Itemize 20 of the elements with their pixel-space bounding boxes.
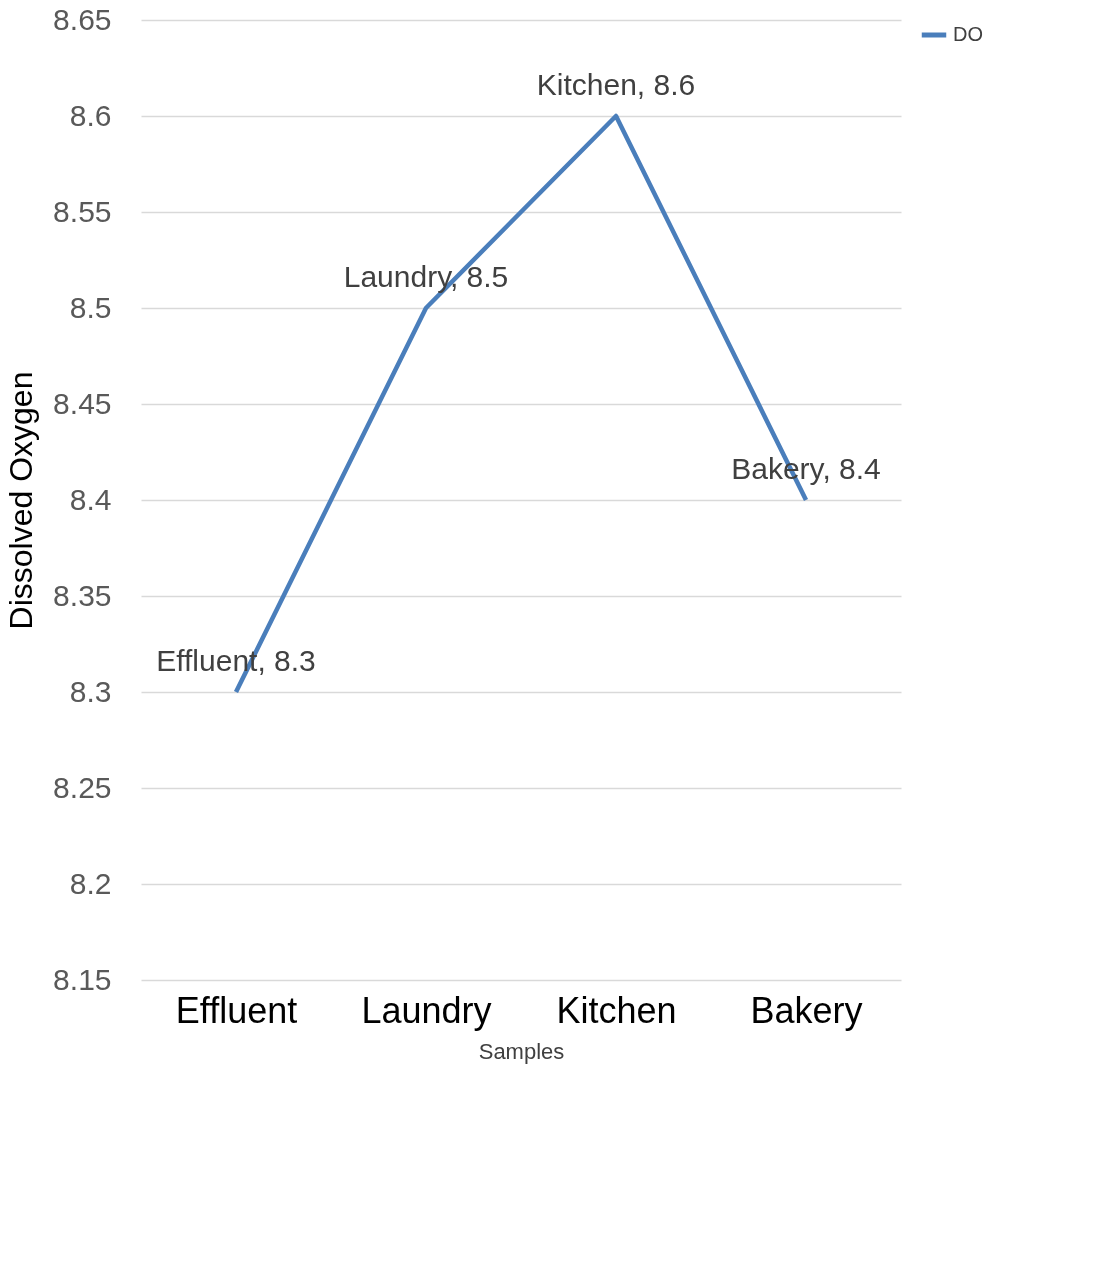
x-axis-title: Samples (478, 1038, 565, 1064)
legend-label: DO (953, 23, 983, 45)
data-label: Laundry, 8.5 (343, 260, 509, 293)
y-tick-label: 8.15 (53, 962, 112, 996)
y-tick-label: 8.2 (69, 866, 112, 900)
y-tick-label: 8.35 (53, 578, 112, 612)
x-tick-label: Laundry (361, 989, 492, 1031)
x-tick-label: Bakery (750, 989, 863, 1031)
y-tick-label: 8.55 (53, 194, 112, 228)
x-tick-label: Effluent (175, 989, 298, 1031)
data-label: Kitchen, 8.6 (536, 68, 696, 101)
y-tick-label: 8.65 (53, 2, 112, 36)
y-tick-label: 8.45 (53, 386, 112, 420)
y-tick-label: 8.4 (69, 482, 112, 516)
y-tick-label: 8.25 (53, 770, 112, 804)
x-tick-label: Kitchen (556, 989, 677, 1031)
y-axis-title: Dissolved Oxygen (3, 371, 40, 630)
y-tick-label: 8.6 (69, 98, 112, 132)
y-tick-label: 8.5 (69, 290, 112, 324)
y-tick-label: 8.3 (69, 674, 112, 708)
